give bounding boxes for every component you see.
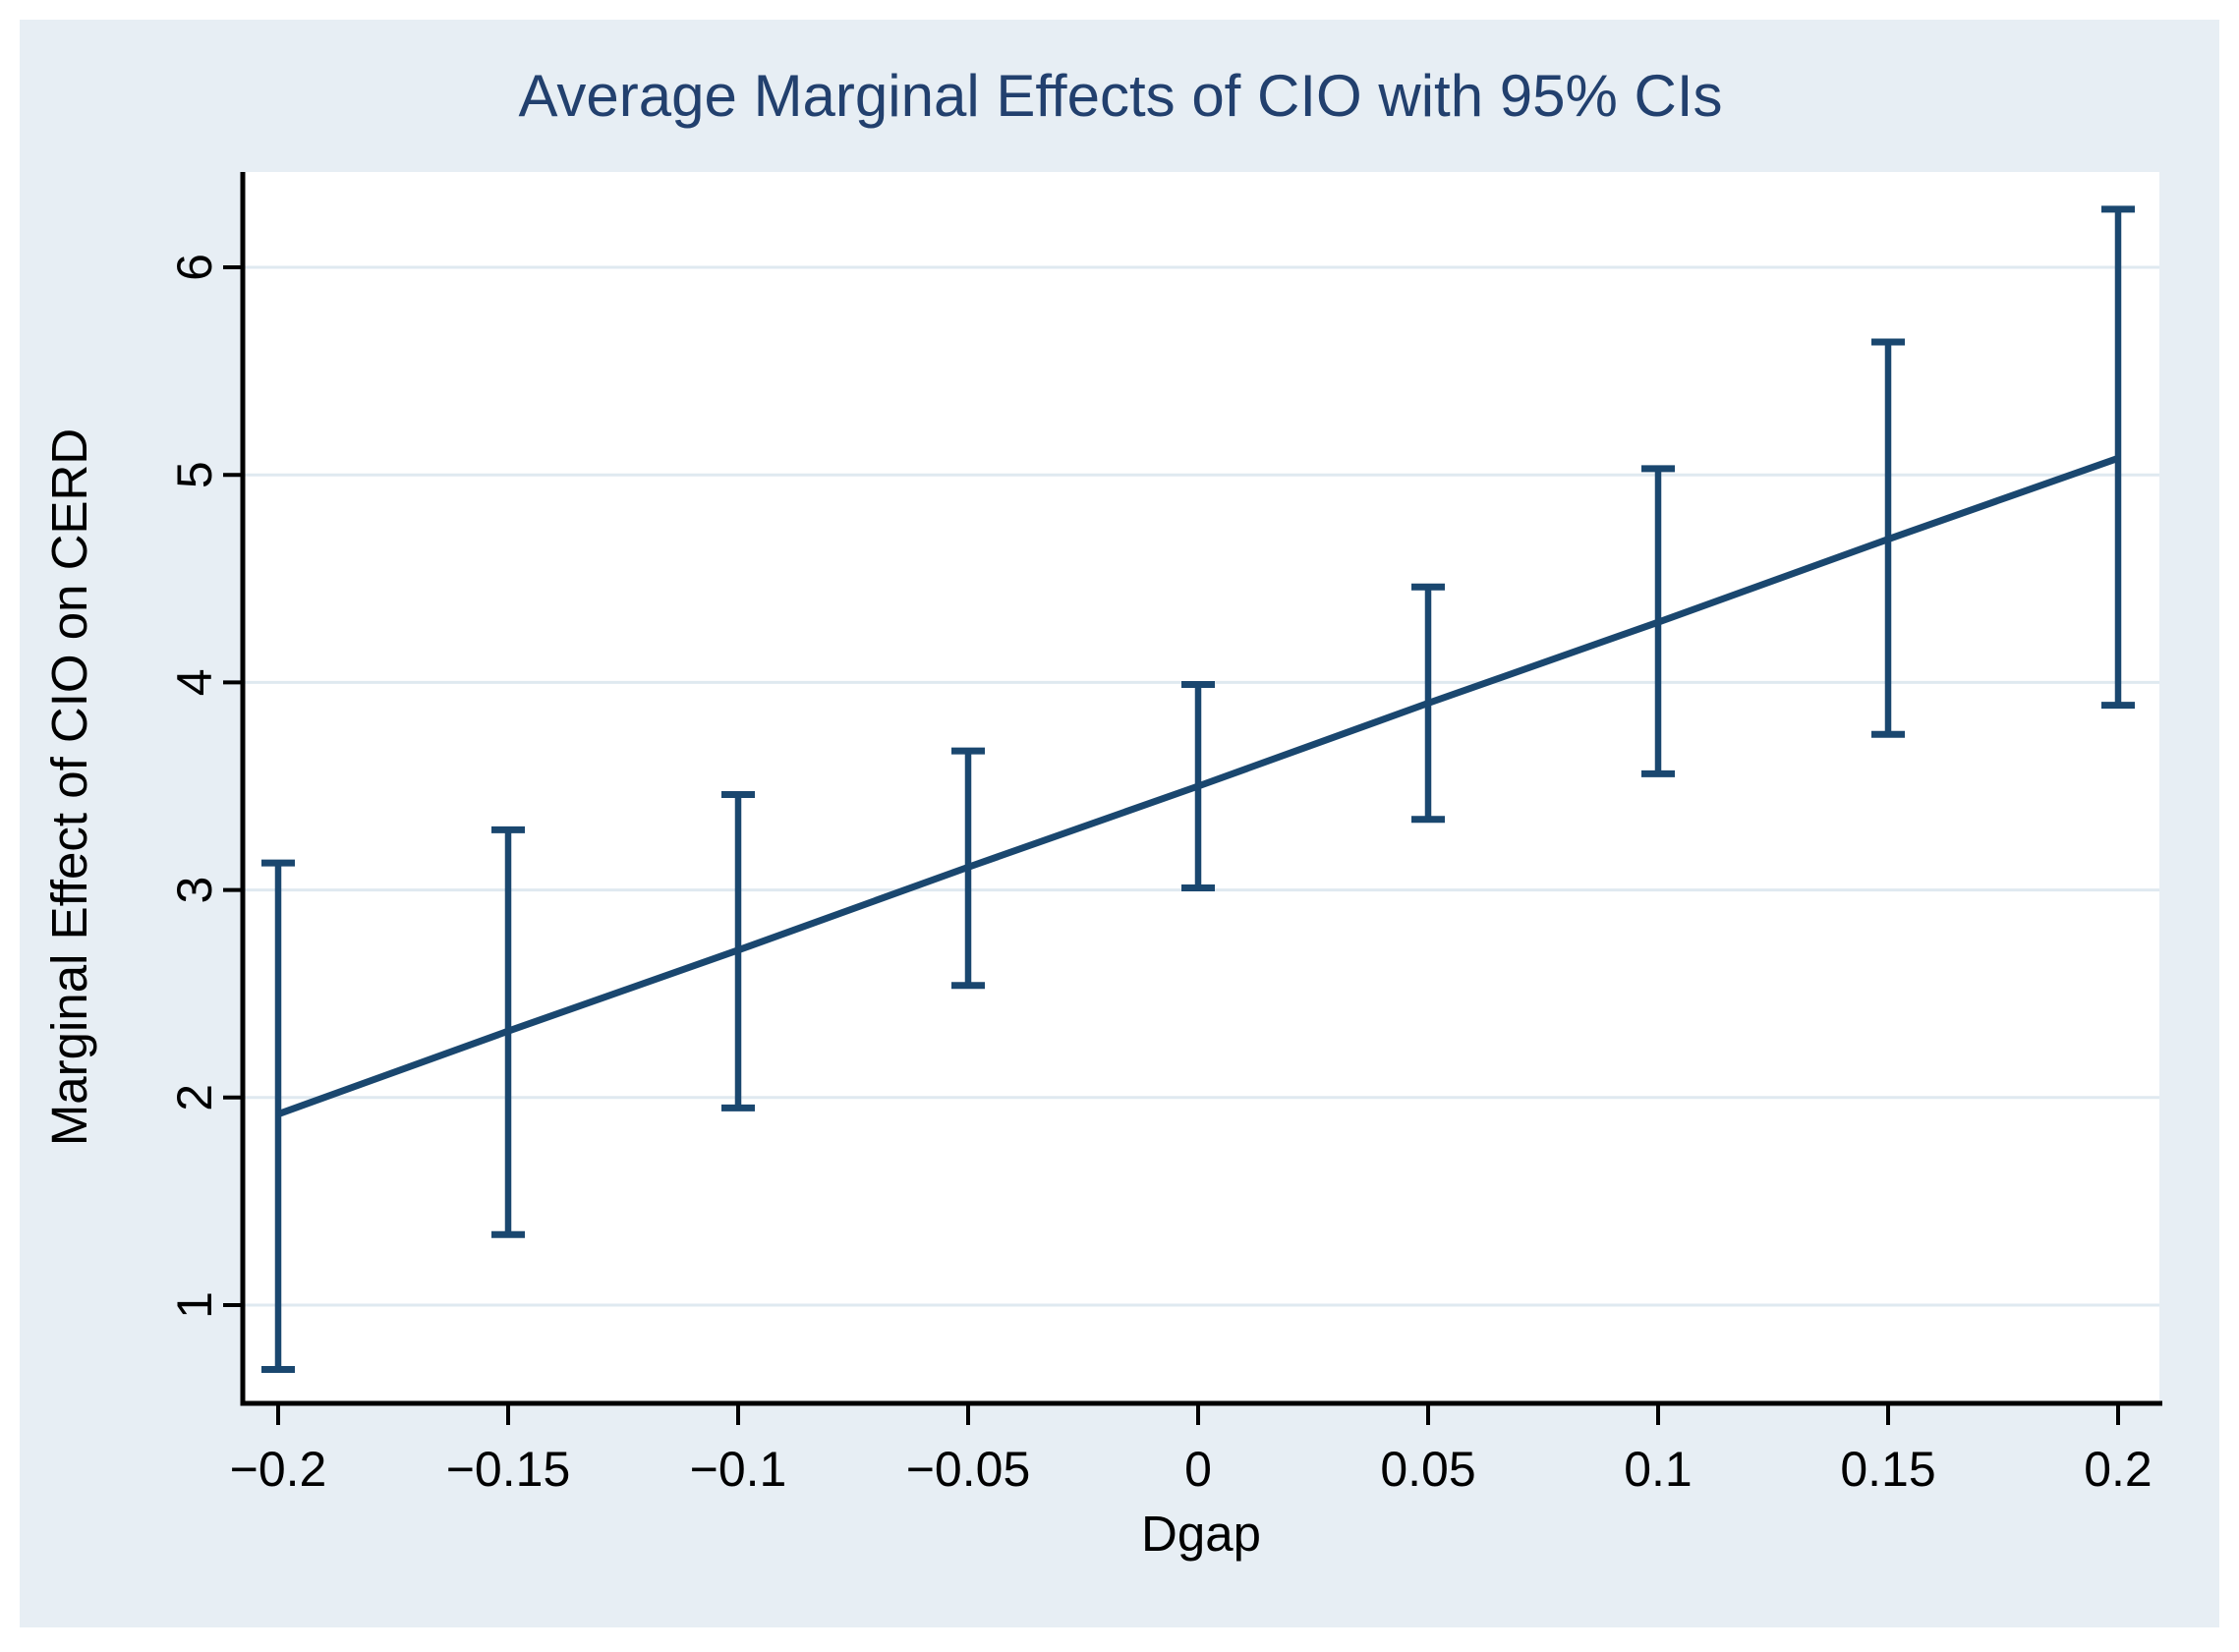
- chart-title: Average Marginal Effects of CIO with 95%…: [519, 63, 1723, 129]
- y-tick-label: 6: [167, 254, 222, 281]
- x-tick-label: 0.05: [1380, 1442, 1475, 1497]
- x-tick-label: −0.1: [690, 1442, 787, 1497]
- y-tick-label: 5: [167, 461, 222, 488]
- x-tick-label: 0.2: [2084, 1442, 2153, 1497]
- x-tick-label: −0.15: [446, 1442, 571, 1497]
- error-bar: [261, 859, 295, 1373]
- effect-line: [276, 455, 2120, 1117]
- x-tick-label: 0: [1184, 1442, 1212, 1497]
- y-tick-label: 2: [167, 1084, 222, 1111]
- y-tick-label: 4: [167, 668, 222, 696]
- x-axis-label: Dgap: [1141, 1506, 1261, 1562]
- x-tick-label: 0.1: [1624, 1442, 1693, 1497]
- x-tick-label: −0.05: [906, 1442, 1031, 1497]
- y-tick-label: 3: [167, 877, 222, 904]
- y-axis-ticks: 1 2 3 4 5 6: [167, 254, 243, 1319]
- x-tick-label: 0.15: [1840, 1442, 1935, 1497]
- error-bar: [2101, 205, 2135, 710]
- y-tick-label: 1: [167, 1291, 222, 1319]
- marginal-effect-line: [276, 455, 2120, 1117]
- x-axis-ticks: −0.2 −0.15 −0.1 −0.05 0 0.05 0.1 0.15 0.2: [230, 1405, 2153, 1497]
- y-axis-label: Marginal Effect of CIO on CERD: [41, 428, 97, 1146]
- x-tick-label: −0.2: [230, 1442, 327, 1497]
